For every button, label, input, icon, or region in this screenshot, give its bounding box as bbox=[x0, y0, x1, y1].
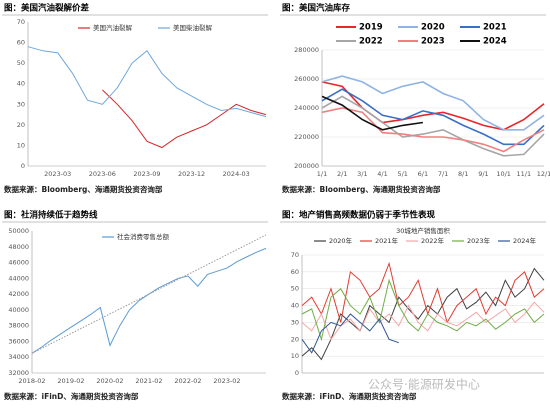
y-tick-label: 0 bbox=[21, 162, 25, 170]
y-tick-label: 200000 bbox=[294, 162, 319, 170]
legend-label: 2022 bbox=[359, 37, 383, 47]
y-tick-label: 10 bbox=[291, 352, 299, 360]
legend-label: 2023 bbox=[421, 37, 445, 47]
x-tick-label: 2023-06 bbox=[89, 170, 116, 178]
y-tick-label: 34000 bbox=[8, 353, 29, 361]
series-line bbox=[321, 95, 545, 157]
x-tick-label: 2022-02 bbox=[174, 377, 201, 385]
y-tick-label: 240000 bbox=[294, 104, 319, 112]
legend-label: 2021年 bbox=[375, 236, 399, 245]
y-tick-label: 280000 bbox=[294, 46, 319, 54]
series-line bbox=[31, 247, 267, 354]
series-line bbox=[321, 107, 545, 153]
y-tick-label: 30 bbox=[17, 100, 25, 108]
series-line bbox=[321, 95, 424, 131]
x-tick-label: 2018-02 bbox=[18, 377, 45, 385]
x-tick-label: 3/1 bbox=[357, 170, 367, 178]
x-tick-label: 2/1 bbox=[337, 170, 347, 178]
y-tick-label: 70 bbox=[17, 18, 25, 26]
series-line bbox=[301, 278, 545, 342]
legend-label: 社会消费零售总额 bbox=[117, 232, 170, 241]
x-tick-label: 1/1 bbox=[317, 170, 327, 178]
series-line bbox=[301, 301, 545, 341]
panel-title: 图：社消持续低于趋势线 bbox=[4, 210, 98, 221]
y-tick-label: 38000 bbox=[8, 322, 29, 330]
legend-label: 2022年 bbox=[421, 236, 445, 245]
x-tick-label: 7/1 bbox=[438, 170, 448, 178]
x-tick-label: 2023-02 bbox=[213, 377, 240, 385]
y-tick-label: 60 bbox=[17, 39, 25, 47]
x-tick-label: 10/1 bbox=[496, 170, 511, 178]
series-line bbox=[102, 89, 267, 149]
legend-label: 2024年 bbox=[513, 236, 537, 245]
y-tick-label: 30 bbox=[291, 318, 299, 326]
source: 数据来源：Bloomberg、海通期货投资咨询部 bbox=[282, 184, 441, 194]
x-tick-label: 4/1 bbox=[377, 170, 387, 178]
y-tick-label: 42000 bbox=[8, 290, 29, 298]
y-tick-label: 32000 bbox=[8, 369, 29, 377]
legend-label: 2021 bbox=[483, 23, 507, 33]
y-tick-label: 40000 bbox=[8, 306, 29, 314]
source: 数据来源：iFinD、海通期货投资咨询部 bbox=[282, 391, 417, 401]
panel-title: 图：地产销售高频数据仍弱于季节性表现 bbox=[282, 210, 436, 221]
legend-label: 2024 bbox=[483, 37, 507, 47]
legend-label: 美国汽油裂解 bbox=[93, 23, 133, 32]
series-line bbox=[321, 75, 545, 131]
x-tick-label: 11/1 bbox=[517, 170, 532, 178]
source: 数据来源：Bloomberg、海通期货投资咨询部 bbox=[4, 184, 163, 194]
legend-label: 2023年 bbox=[467, 236, 491, 245]
y-tick-label: 36000 bbox=[8, 337, 29, 345]
y-tick-label: 44000 bbox=[8, 274, 29, 282]
y-tick-label: 50000 bbox=[8, 227, 29, 235]
y-tick-label: 40 bbox=[291, 302, 299, 310]
series-line bbox=[301, 313, 399, 354]
y-tick-label: 50 bbox=[17, 59, 25, 67]
x-tick-label: 12/1 bbox=[537, 170, 550, 178]
y-tick-label: 20 bbox=[291, 335, 299, 343]
series-line bbox=[27, 46, 267, 118]
x-tick-label: 8/1 bbox=[458, 170, 468, 178]
y-tick-label: 48000 bbox=[8, 243, 29, 251]
y-tick-label: 60 bbox=[291, 268, 299, 276]
y-tick-label: 40 bbox=[17, 80, 25, 88]
x-tick-label: 2019-02 bbox=[57, 377, 84, 385]
y-tick-label: 50 bbox=[291, 285, 299, 293]
series-line bbox=[321, 81, 545, 131]
watermark: 公众号·能源研发中心 bbox=[368, 377, 480, 392]
x-tick-label: 2024-03 bbox=[223, 170, 250, 178]
series-line bbox=[301, 261, 545, 324]
x-tick-label: 5/1 bbox=[397, 170, 407, 178]
series-line bbox=[321, 88, 545, 146]
legend-label: 2020 bbox=[421, 23, 445, 33]
y-tick-label: 46000 bbox=[8, 259, 29, 267]
y-tick-label: 0 bbox=[295, 369, 299, 377]
x-tick-label: 2021-02 bbox=[135, 377, 162, 385]
x-tick-label: 2020-02 bbox=[96, 377, 123, 385]
source: 数据来源：iFinD、海通期货投资咨询部 bbox=[4, 391, 139, 401]
y-tick-label: 20 bbox=[17, 121, 25, 129]
y-tick-label: 10 bbox=[17, 141, 25, 149]
y-tick-label: 220000 bbox=[294, 133, 319, 141]
legend-label: 2019 bbox=[359, 23, 383, 33]
y-tick-label: 260000 bbox=[294, 75, 319, 83]
panel-title: 图：美国汽油裂解价差 bbox=[4, 3, 90, 14]
x-tick-label: 2023-03 bbox=[44, 170, 71, 178]
legend-label: 美国柴油裂解 bbox=[173, 23, 213, 32]
legend-label: 2020年 bbox=[329, 236, 353, 245]
x-tick-label: 9/1 bbox=[478, 170, 488, 178]
x-tick-label: 6/1 bbox=[418, 170, 428, 178]
panel-title: 图：美国汽油库存 bbox=[282, 3, 351, 14]
inner-title: 30城地产销售面积 bbox=[396, 226, 450, 235]
x-tick-label: 2023-09 bbox=[133, 170, 160, 178]
y-tick-label: 70 bbox=[291, 251, 299, 259]
x-tick-label: 2023-12 bbox=[178, 170, 205, 178]
